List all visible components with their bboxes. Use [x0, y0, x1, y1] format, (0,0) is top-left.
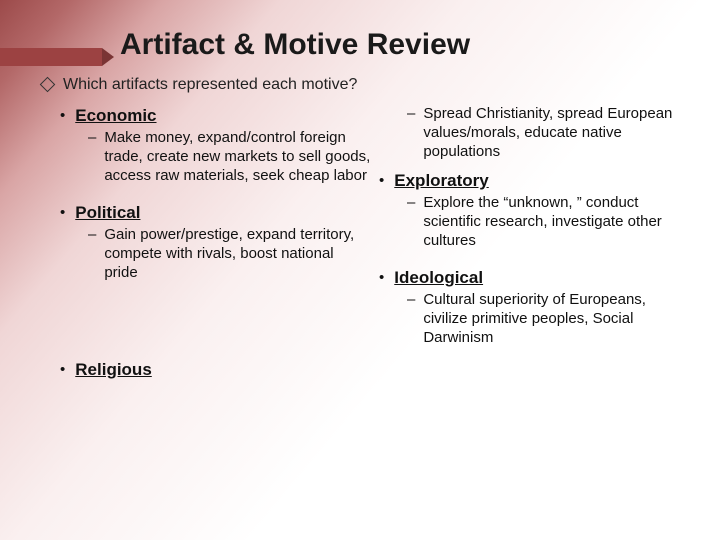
accent-notch-icon: [102, 48, 114, 66]
left-column: • Economic – Make money, expand/control …: [60, 106, 371, 398]
motive-heading: Economic: [75, 106, 156, 126]
bullet-icon: •: [60, 106, 65, 126]
motive-description: Make money, expand/control foreign trade…: [104, 128, 371, 185]
list-item: • Political – Gain power/prestige, expan…: [60, 203, 371, 282]
dash-icon: –: [88, 225, 96, 245]
bullet-icon: •: [60, 360, 65, 380]
list-item: • Religious: [60, 360, 371, 380]
motive-description: Spread Christianity, spread European val…: [423, 104, 690, 161]
accent-bar: [0, 48, 102, 66]
motive-description: Cultural superiority of Europeans, civil…: [423, 290, 690, 347]
bullet-icon: •: [60, 203, 65, 223]
slide-title: Artifact & Motive Review: [120, 28, 690, 62]
dash-icon: –: [407, 290, 415, 310]
dash-icon: –: [407, 193, 415, 213]
slide-subtitle: Which artifacts represented each motive?: [63, 76, 357, 94]
motive-description: Explore the “unknown, ” conduct scientif…: [423, 193, 690, 250]
right-column: – Spread Christianity, spread European v…: [379, 102, 690, 398]
dash-icon: –: [407, 104, 415, 124]
diamond-bullet-icon: [40, 77, 56, 93]
motive-description: Gain power/prestige, expand territory, c…: [104, 225, 371, 282]
slide-content: Artifact & Motive Review Which artifacts…: [0, 0, 720, 540]
dash-icon: –: [88, 128, 96, 148]
motive-heading: Religious: [75, 360, 152, 380]
list-item: • Economic – Make money, expand/control …: [60, 106, 371, 185]
list-item: • Exploratory – Explore the “unknown, ” …: [379, 171, 690, 250]
motive-heading: Political: [75, 203, 140, 223]
bullet-icon: •: [379, 171, 384, 191]
subtitle-row: Which artifacts represented each motive?: [42, 76, 690, 94]
bullet-icon: •: [379, 268, 384, 288]
columns: • Economic – Make money, expand/control …: [60, 106, 690, 398]
list-item: • Ideological – Cultural superiority of …: [379, 268, 690, 347]
motive-heading: Exploratory: [394, 171, 488, 191]
motive-heading: Ideological: [394, 268, 483, 288]
